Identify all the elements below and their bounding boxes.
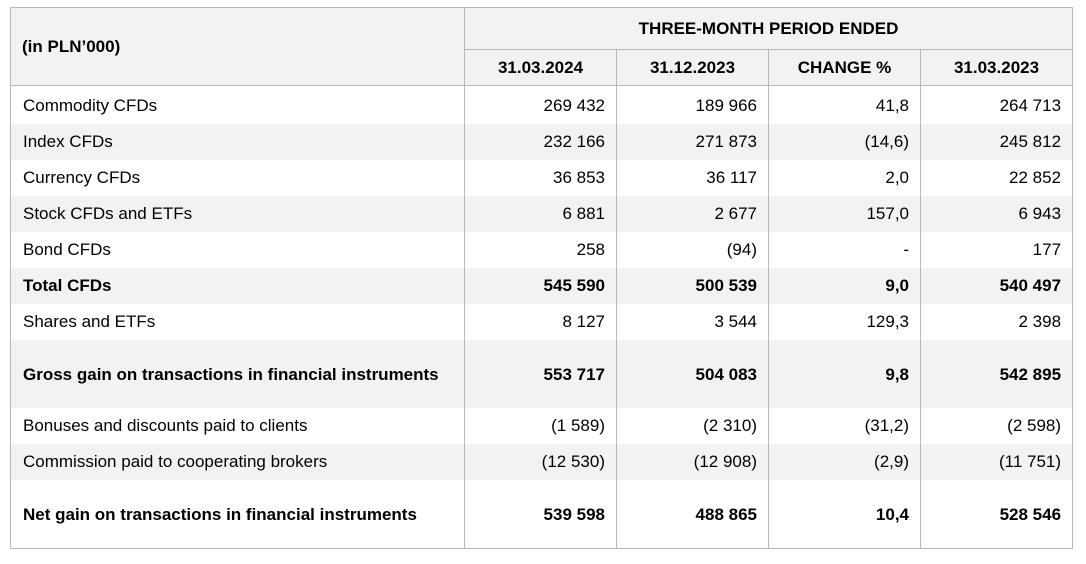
cell-value: 6 943	[920, 196, 1074, 232]
cell-value: 3 544	[616, 304, 769, 340]
cell-value: 129,3	[768, 304, 921, 340]
row-label: Net gain on transactions in financial in…	[10, 480, 465, 549]
cell-value: 9,8	[768, 340, 921, 408]
financial-instruments-table: (in PLN’000) THREE-MONTH PERIOD ENDED 31…	[10, 7, 1074, 549]
cell-value: (2 310)	[616, 408, 769, 444]
table-row: Commodity CFDs 269 432 189 966 41,8 264 …	[10, 85, 1074, 124]
cell-value: 9,0	[768, 268, 921, 304]
cell-value: (2 598)	[920, 408, 1074, 444]
cell-value: 36 117	[616, 160, 769, 196]
cell-value: 528 546	[920, 480, 1074, 549]
table-row: Index CFDs 232 166 271 873 (14,6) 245 81…	[10, 124, 1074, 160]
cell-value: 542 895	[920, 340, 1074, 408]
cell-value: 2,0	[768, 160, 921, 196]
cell-value: 2 677	[616, 196, 769, 232]
row-label: Total CFDs	[10, 268, 465, 304]
cell-value: 500 539	[616, 268, 769, 304]
cell-value: 245 812	[920, 124, 1074, 160]
cell-value: 232 166	[464, 124, 617, 160]
table-row-net-gain: Net gain on transactions in financial in…	[10, 480, 1074, 549]
cell-value: 2 398	[920, 304, 1074, 340]
cell-value: (31,2)	[768, 408, 921, 444]
cell-value: 157,0	[768, 196, 921, 232]
cell-value: 488 865	[616, 480, 769, 549]
cell-value: (12 908)	[616, 444, 769, 480]
cell-value: (1 589)	[464, 408, 617, 444]
table-row-total-cfds: Total CFDs 545 590 500 539 9,0 540 497	[10, 268, 1074, 304]
cell-value: 10,4	[768, 480, 921, 549]
cell-value: (94)	[616, 232, 769, 268]
cell-value: (2,9)	[768, 444, 921, 480]
cell-value: (11 751)	[920, 444, 1074, 480]
cell-value: 269 432	[464, 85, 617, 124]
table-row: Commission paid to cooperating brokers (…	[10, 444, 1074, 480]
financial-table-container: (in PLN’000) THREE-MONTH PERIOD ENDED 31…	[10, 7, 1074, 549]
row-label: Shares and ETFs	[10, 304, 465, 340]
unit-label: (in PLN’000)	[10, 7, 465, 86]
cell-value: 189 966	[616, 85, 769, 124]
cell-value: (14,6)	[768, 124, 921, 160]
row-label: Bond CFDs	[10, 232, 465, 268]
cell-value: 539 598	[464, 480, 617, 549]
cell-value: 22 852	[920, 160, 1074, 196]
cell-value: 36 853	[464, 160, 617, 196]
cell-value: 41,8	[768, 85, 921, 124]
cell-value: 177	[920, 232, 1074, 268]
cell-value: 553 717	[464, 340, 617, 408]
cell-value: 264 713	[920, 85, 1074, 124]
cell-value: 545 590	[464, 268, 617, 304]
cell-value: 504 083	[616, 340, 769, 408]
row-label: Currency CFDs	[10, 160, 465, 196]
table-row: Stock CFDs and ETFs 6 881 2 677 157,0 6 …	[10, 196, 1074, 232]
table-row: Bonuses and discounts paid to clients (1…	[10, 408, 1074, 444]
period-group-header: THREE-MONTH PERIOD ENDED	[463, 7, 1074, 50]
row-label: Bonuses and discounts paid to clients	[10, 408, 465, 444]
table-row: Currency CFDs 36 853 36 117 2,0 22 852	[10, 160, 1074, 196]
cell-value: -	[768, 232, 921, 268]
table-row-gross-gain: Gross gain on transactions in financial …	[10, 340, 1074, 408]
cell-value: 8 127	[464, 304, 617, 340]
column-header-change-percent: CHANGE %	[768, 49, 921, 86]
row-label: Commission paid to cooperating brokers	[10, 444, 465, 480]
cell-value: 6 881	[464, 196, 617, 232]
row-label: Stock CFDs and ETFs	[10, 196, 465, 232]
cell-value: (12 530)	[464, 444, 617, 480]
cell-value: 540 497	[920, 268, 1074, 304]
cell-value: 271 873	[616, 124, 769, 160]
column-header-31-12-2023: 31.12.2023	[616, 49, 769, 86]
column-header-31-03-2023: 31.03.2023	[919, 49, 1074, 86]
table-row: Shares and ETFs 8 127 3 544 129,3 2 398	[10, 304, 1074, 340]
row-label: Index CFDs	[10, 124, 465, 160]
table-row: Bond CFDs 258 (94) - 177	[10, 232, 1074, 268]
row-label: Gross gain on transactions in financial …	[10, 340, 465, 408]
cell-value: 258	[464, 232, 617, 268]
column-header-31-03-2024: 31.03.2024	[464, 49, 617, 86]
row-label: Commodity CFDs	[10, 85, 465, 124]
